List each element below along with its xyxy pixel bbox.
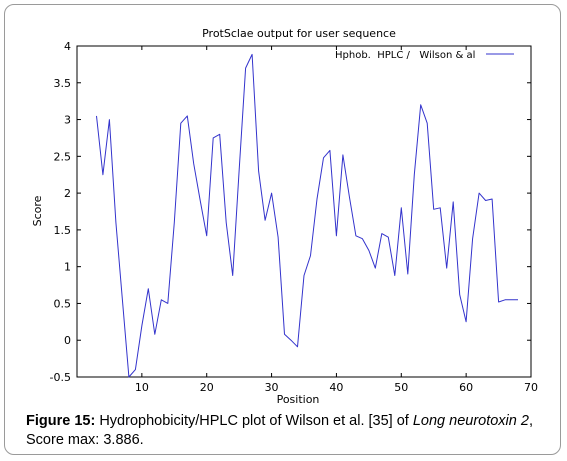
y-axis: -0.5 0 0.5 1 1.5 2 2.5 3 3.5 4 bbox=[50, 40, 531, 384]
x-tick-label: 60 bbox=[459, 381, 473, 394]
caption-protein-name: Long neurotoxin 2 bbox=[412, 413, 529, 429]
y-tick-label: 0.5 bbox=[54, 297, 72, 310]
x-tick-label: 10 bbox=[135, 381, 149, 394]
x-tick-label: 40 bbox=[329, 381, 343, 394]
chart-title: ProtSclae output for user sequence bbox=[202, 27, 396, 40]
figure-frame bbox=[4, 4, 561, 455]
x-tick-label: 20 bbox=[200, 381, 214, 394]
caption-score: , Score max: 3.886. bbox=[26, 413, 533, 448]
y-tick-label: 2 bbox=[64, 187, 71, 200]
x-axis-label: Position bbox=[277, 393, 320, 406]
y-tick-label: -0.5 bbox=[50, 371, 71, 384]
series-line-0 bbox=[96, 53, 518, 378]
y-tick-label: 1 bbox=[64, 261, 71, 274]
y-tick-label: 4 bbox=[64, 40, 71, 53]
x-axis: 10 20 30 40 50 60 70 bbox=[135, 46, 538, 394]
y-tick-label: 3.5 bbox=[54, 77, 72, 90]
x-tick-label: 70 bbox=[524, 381, 538, 394]
x-tick-label: 50 bbox=[394, 381, 408, 394]
legend-label: Hphob. HPLC / Wilson & al bbox=[335, 50, 475, 61]
y-tick-label: 3 bbox=[64, 114, 71, 127]
y-axis-label: Score bbox=[31, 195, 44, 226]
y-tick-label: 1.5 bbox=[54, 224, 72, 237]
caption-label: Figure 15: bbox=[26, 413, 96, 429]
series-layer bbox=[96, 53, 518, 378]
figure-caption: Figure 15: Hydrophobicity/HPLC plot of W… bbox=[26, 412, 551, 450]
x-tick-label: 30 bbox=[265, 381, 279, 394]
legend: Hphob. HPLC / Wilson & al bbox=[335, 50, 514, 61]
y-tick-label: 2.5 bbox=[54, 150, 72, 163]
y-tick-label: 0 bbox=[64, 334, 71, 347]
plot-area bbox=[76, 45, 532, 378]
caption-text: Hydrophobicity/HPLC plot of Wilson et al… bbox=[95, 413, 413, 429]
